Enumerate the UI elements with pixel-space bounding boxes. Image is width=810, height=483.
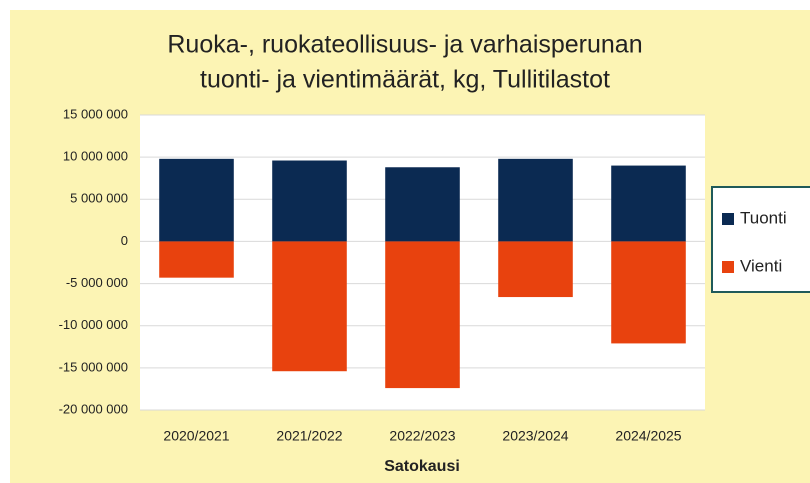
y-tick-label: -5 000 000 <box>66 275 128 290</box>
legend-label: Vienti <box>740 256 782 275</box>
y-tick-label: 0 <box>121 233 128 248</box>
x-tick-label: 2023/2024 <box>502 428 568 444</box>
x-tick-label: 2024/2025 <box>615 428 681 444</box>
y-tick-label: 15 000 000 <box>63 106 128 121</box>
y-tick-label: -20 000 000 <box>59 401 128 416</box>
bar <box>159 158 234 242</box>
y-tick-label: -15 000 000 <box>59 359 128 374</box>
bar <box>272 241 347 372</box>
chart-title: Ruoka-, ruokateollisuus- ja varhaisperun… <box>167 31 642 59</box>
bar <box>385 241 460 389</box>
legend-box <box>711 186 810 293</box>
bar <box>385 167 460 242</box>
bar <box>611 241 686 344</box>
legend-swatch <box>722 213 734 225</box>
legend-swatch <box>722 261 734 273</box>
x-tick-label: 2020/2021 <box>163 428 229 444</box>
x-tick-label: 2021/2022 <box>276 428 342 444</box>
y-tick-label: -10 000 000 <box>59 317 128 332</box>
bar <box>498 241 573 298</box>
bar <box>272 160 347 242</box>
chart-title: tuonti- ja vientimäärät, kg, Tullitilast… <box>200 66 610 94</box>
bar <box>159 241 234 278</box>
bar <box>498 158 573 242</box>
bar <box>611 165 686 242</box>
x-axis-title: Satokausi <box>384 458 460 475</box>
y-tick-label: 5 000 000 <box>70 191 128 206</box>
y-tick-label: 10 000 000 <box>63 149 128 164</box>
x-tick-label: 2022/2023 <box>389 428 455 444</box>
legend-label: Tuonti <box>740 208 787 227</box>
